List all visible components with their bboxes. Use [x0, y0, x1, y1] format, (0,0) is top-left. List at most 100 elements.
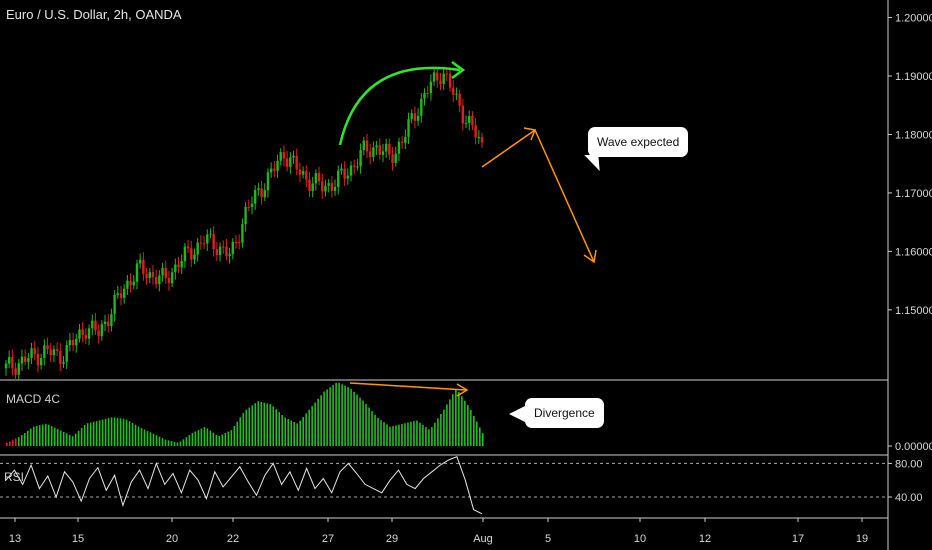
macd-bar: [392, 426, 394, 446]
macd-bar: [110, 417, 113, 446]
candle-body: [314, 173, 318, 184]
candle-body: [330, 183, 334, 191]
macd-bar: [407, 422, 409, 446]
candle-body: [190, 248, 193, 260]
macd-bar: [365, 403, 367, 446]
macd-bar: [128, 421, 131, 446]
candle-body: [100, 324, 104, 337]
price-tick-label: 1.20000: [895, 13, 932, 25]
macd-bar: [308, 409, 310, 446]
rsi-panel-label: RSI: [4, 470, 25, 484]
macd-bar: [119, 418, 122, 446]
candle-body: [228, 254, 231, 257]
candle-body: [49, 349, 52, 356]
candle-body: [180, 261, 183, 268]
candle-body: [231, 241, 235, 255]
macd-bar: [296, 423, 298, 446]
candle-body: [273, 168, 276, 171]
time-tick-label: 17: [792, 533, 804, 545]
macd-bar: [200, 428, 203, 446]
candle-body: [158, 275, 161, 285]
candle-body: [276, 160, 279, 171]
candle-body: [23, 356, 27, 362]
candle-body: [113, 294, 116, 315]
macd-bar: [329, 387, 331, 446]
price-tick-label: 1.19000: [895, 71, 932, 83]
macd-bar: [476, 421, 478, 446]
macd-bar: [158, 436, 161, 446]
candle-body: [343, 168, 346, 179]
candle-body: [381, 151, 385, 155]
macd-bar: [50, 426, 53, 446]
candle-body: [474, 125, 477, 138]
time-tick-label: 10: [634, 533, 646, 545]
candle-body: [145, 273, 148, 279]
candle-body: [14, 368, 17, 375]
macd-bar: [482, 433, 484, 446]
macd-bar: [443, 409, 445, 446]
candle-body: [282, 152, 286, 159]
candle-body: [33, 348, 36, 354]
candle-body: [349, 165, 353, 176]
macd-bar: [257, 401, 260, 446]
arc-annotation: [338, 66, 461, 146]
macd-bar: [248, 407, 251, 446]
macd-bar: [131, 423, 134, 446]
macd-bar: [422, 424, 424, 446]
candle-body: [4, 363, 8, 369]
macd-bar: [377, 417, 379, 446]
macd-bar: [44, 423, 47, 446]
macd-bar: [125, 419, 128, 446]
macd-bar: [431, 427, 433, 446]
macd-bar: [11, 439, 14, 446]
candle-body: [206, 234, 209, 244]
candle-body: [154, 277, 158, 285]
arc-arrowhead: [451, 60, 466, 80]
time-tick-label: 5: [545, 533, 551, 545]
macd-bar: [26, 430, 29, 446]
macd-bar: [464, 400, 466, 446]
candle-body: [138, 259, 142, 264]
macd-bar: [302, 416, 304, 446]
candle-body: [458, 93, 461, 106]
candle-body: [250, 203, 254, 207]
rsi-line: [5, 456, 483, 515]
macd-bar: [134, 424, 137, 446]
candle-body: [253, 190, 257, 204]
candle-body: [375, 145, 378, 148]
candle-body: [404, 136, 407, 143]
candle-body: [116, 293, 120, 295]
macd-bar: [452, 394, 454, 446]
macd-bar: [290, 420, 293, 446]
candle-body: [27, 358, 30, 362]
candle-body: [129, 280, 132, 286]
candle-body: [442, 73, 445, 84]
macd-bar: [86, 423, 89, 446]
candle-body: [452, 87, 455, 95]
candle-body: [257, 188, 260, 191]
divergence-arrowhead: [456, 383, 469, 397]
projection-down-line: [534, 129, 595, 263]
macd-bar: [413, 421, 415, 446]
candle-body: [7, 357, 11, 364]
macd-bar: [293, 421, 295, 446]
macd-bar: [260, 401, 263, 446]
macd-bar: [449, 399, 451, 446]
projection-down-arrowhead: [583, 249, 597, 264]
macd-bar: [440, 414, 442, 446]
candle-body: [247, 206, 250, 208]
candle-body: [324, 185, 327, 192]
macd-panel-label: MACD 4C: [6, 392, 61, 406]
macd-bar: [221, 434, 224, 446]
wave-expected-callout: Wave expected: [588, 127, 689, 157]
candle-body: [445, 73, 449, 75]
macd-bar: [206, 428, 209, 446]
macd-bar: [323, 391, 325, 446]
macd-bar: [101, 419, 104, 446]
macd-bar: [320, 395, 322, 446]
macd-bar: [47, 424, 50, 446]
candle-body: [84, 334, 88, 339]
macd-bar: [239, 417, 242, 446]
macd-bar: [251, 405, 254, 446]
